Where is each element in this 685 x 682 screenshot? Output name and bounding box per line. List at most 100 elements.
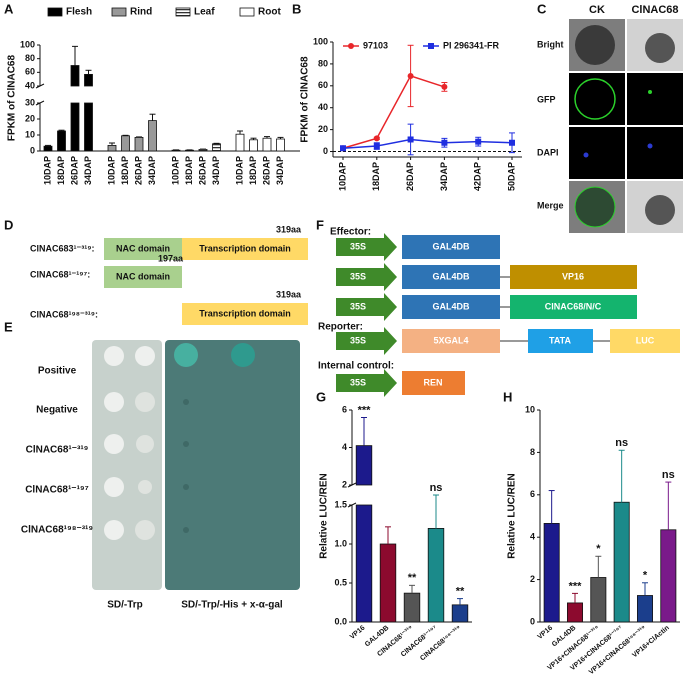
y-tick-label: 8	[530, 447, 535, 457]
legend-marker	[428, 43, 434, 49]
significance: ns	[662, 469, 675, 481]
y-tick-label: 4	[342, 442, 347, 452]
marker	[441, 139, 448, 146]
luc-box	[610, 329, 680, 353]
bar	[43, 145, 53, 152]
x-tick-label: 18DAP	[56, 156, 66, 185]
x-tick-label: 26DAP	[133, 156, 143, 185]
yeast-spot	[183, 441, 189, 447]
construct-label: ClNAC68¹⁻¹⁹⁷:	[30, 269, 90, 279]
legend-swatch	[111, 7, 127, 17]
construct-label: ClNAC683¹⁻³¹⁹:	[30, 243, 95, 253]
legend-label: Rind	[130, 7, 152, 18]
x-tick-label: 34DAP	[147, 156, 157, 185]
domain-label: GAL4DB	[432, 241, 470, 251]
marker	[407, 72, 414, 79]
promoter-arrow	[336, 293, 397, 321]
line	[342, 138, 513, 149]
y-tick-label: 60	[318, 80, 328, 90]
bar	[613, 501, 630, 623]
row-label: GFP	[537, 94, 556, 104]
plate	[165, 340, 300, 590]
micrograph	[569, 73, 625, 125]
nac-domain	[104, 266, 182, 288]
micrograph-cell	[583, 152, 589, 158]
y-tick-label: 80	[25, 53, 35, 63]
y-tick-label: 0	[323, 146, 328, 156]
section-label: Effector:	[330, 227, 371, 238]
yeast-spot	[183, 527, 189, 533]
micrograph	[627, 73, 683, 125]
bar	[355, 445, 373, 486]
bar	[148, 120, 157, 152]
x-tick-label: 34DAP	[275, 156, 285, 185]
bar	[84, 73, 93, 87]
bar	[57, 130, 66, 152]
x-tick-label: 26DAP	[69, 156, 79, 185]
significance: ***	[569, 580, 583, 592]
clnac68-box	[510, 295, 637, 319]
bar	[660, 529, 677, 623]
legend-label: Flesh	[66, 7, 92, 18]
promoter-label: 35S	[350, 301, 366, 311]
y-axis-label: Relative LUC/REN	[507, 473, 518, 559]
bar	[637, 595, 653, 623]
bar	[403, 592, 421, 623]
domain-label: ClNAC68/N/C	[545, 301, 602, 311]
marker	[509, 139, 515, 146]
x-tick-label: 18DAP	[184, 156, 194, 185]
domain-label: NAC domain	[116, 271, 170, 281]
micrograph-cell	[575, 25, 615, 65]
legend-swatch	[175, 7, 191, 17]
legend-label: PI 296341-FR	[443, 40, 500, 50]
panel-letter: A	[4, 1, 14, 16]
yeast-spot	[231, 343, 255, 367]
panel-letter: G	[316, 389, 326, 404]
y-tick-label: 100	[313, 36, 328, 46]
domain-label: Transcription domain	[199, 308, 291, 318]
marker	[475, 138, 482, 145]
bar	[121, 135, 130, 152]
micrograph	[569, 127, 625, 179]
row-label: ClNAC68¹⁹⁸⁻³¹⁹	[21, 525, 94, 536]
yeast-spot	[104, 392, 124, 412]
x-tick-label: 34DAP	[439, 162, 449, 191]
row-label: DAPI	[537, 147, 559, 157]
bar	[427, 528, 445, 623]
marker	[441, 83, 448, 90]
row-label: Positive	[38, 366, 77, 377]
yeast-spot	[135, 346, 155, 366]
row-label: ClNAC68¹⁻³¹⁹	[26, 445, 89, 456]
significance: ns	[430, 482, 443, 494]
micrograph-cell	[574, 78, 616, 120]
gal4db-box	[402, 235, 500, 259]
bar	[451, 604, 469, 623]
bar	[567, 602, 583, 623]
x-tick-label: 26DAP	[261, 156, 271, 185]
section-label: Internal control:	[318, 361, 394, 372]
promoter-arrow	[336, 233, 397, 261]
legend-label: Leaf	[194, 7, 215, 18]
row-label: Merge	[537, 200, 564, 210]
construct-end: 197aa	[158, 253, 184, 263]
row-label: ClNAC68¹⁻¹⁹⁷	[25, 485, 89, 496]
x-tick-label: 10DAP	[234, 156, 244, 185]
yeast-spot	[104, 520, 124, 540]
bar	[543, 523, 560, 623]
yeast-spot	[174, 343, 198, 367]
y-tick-label: 0	[30, 145, 35, 155]
y-tick-label: 0	[530, 616, 535, 626]
domain-label: GAL4DB	[432, 271, 470, 281]
gal4db-box	[402, 295, 500, 319]
x-tick-label: 18DAP	[120, 156, 130, 185]
gal4db-box	[402, 265, 500, 289]
y-tick-label: 1.5	[334, 499, 347, 509]
bar	[235, 133, 245, 152]
yeast-spot	[136, 435, 154, 453]
x-tick-label: 10DAP	[337, 162, 347, 191]
significance: *	[596, 543, 601, 555]
marker	[407, 136, 414, 143]
promoter-arrow	[336, 263, 397, 291]
panel-f: Effector: 35S GAL4DB 35S GAL4DB VP16 35S…	[318, 227, 680, 397]
significance: *	[643, 570, 648, 582]
